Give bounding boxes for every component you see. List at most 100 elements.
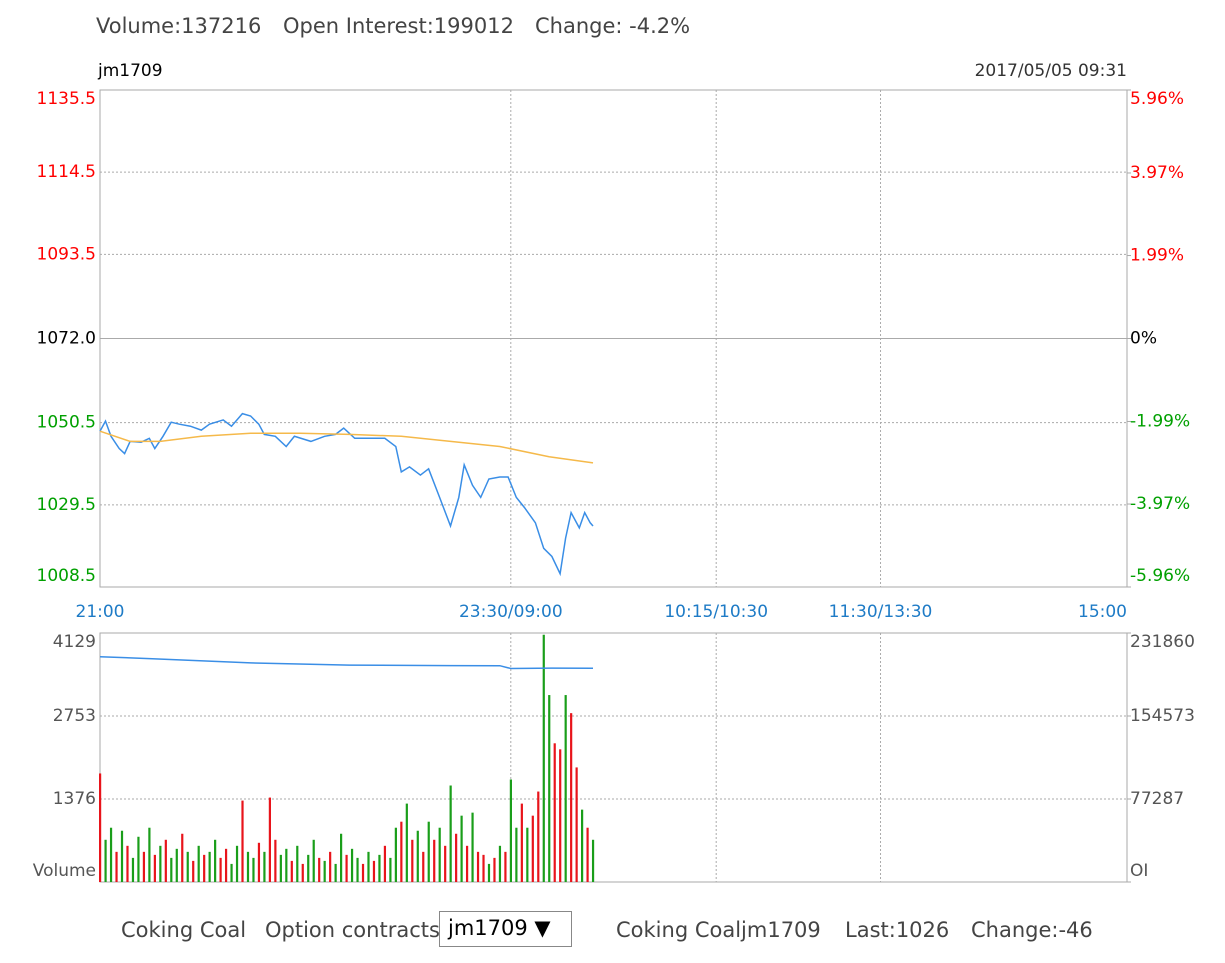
price-change: Change:-46 [971,918,1093,942]
volume-bar [444,845,447,882]
volume-bar [285,848,288,882]
volume-bar [219,857,222,882]
line [99,655,594,670]
x-tick-label: 21:00 [76,602,125,622]
volume-bar [383,845,387,882]
volume-bar [318,857,321,882]
volume-bar [279,854,282,882]
y2-tick-label: 5.96% [1130,89,1184,109]
volume-bar [126,845,129,882]
volume-bar [274,839,277,882]
volume-bar [586,827,589,882]
volume-bar [493,857,496,882]
y2-tick-label: 77287 [1130,789,1184,809]
volume-bar [405,803,408,882]
volume-bar [175,848,178,882]
line [99,412,594,577]
volume-bar [378,854,381,882]
volume-bar [104,839,107,882]
volume-bar [323,860,326,882]
volume-bar [197,845,200,882]
y-tick-label: 1029.5 [37,495,96,515]
volume-bar [235,845,239,882]
volume-bar [416,830,419,882]
x-tick-label: 10:15/10:30 [664,602,768,622]
volume-bar [115,851,118,882]
line [99,430,594,464]
volume-bar [498,845,502,882]
volume-bar [367,851,370,882]
last-price: Last:1026 [845,918,950,942]
y2-tick-label: -3.97% [1130,494,1190,514]
y-tick-label: 1093.5 [37,244,96,264]
y2-tick-label: 154573 [1130,706,1195,726]
volume-bar [148,827,151,882]
y-tick-label: 1114.5 [37,162,96,182]
volume-bar [553,743,556,882]
volume-bar [329,851,332,882]
volume-bar [476,851,480,882]
y-tick-label: 1072.0 [37,329,96,349]
volume-bar [422,851,425,882]
volume-bar [400,821,403,882]
volume-bar [460,815,463,882]
volume-bar [542,634,545,882]
volume-bar [186,851,189,882]
volume-bar [455,833,458,882]
y2-tick-label: OI [1130,861,1148,881]
volume-bar [268,797,271,882]
volume-bar [246,851,250,882]
volume-bar [509,779,512,882]
y-tick-label: Volume [33,861,96,881]
volume-bar [350,848,354,882]
y2-tick-label: 1.99% [1130,246,1184,266]
contract-select[interactable]: jm1709 ▼ [439,911,572,947]
volume-bar [137,836,140,882]
volume-bar [241,800,244,882]
y2-tick-label: 0% [1130,329,1157,349]
volume-bar [504,851,507,882]
volume-bar [109,827,113,882]
volume-bar [142,851,146,882]
volume-bar [570,713,573,882]
volume-bar [192,860,195,882]
volume-bar [181,833,184,882]
volume-bar [581,809,584,882]
volume-bar [345,854,348,882]
volume-bar [531,815,534,882]
x-tick-label: 11:30/13:30 [829,602,933,622]
volume-bar [153,854,156,882]
volume-bar [164,839,167,882]
volume-bar [224,848,228,882]
contract: Coking Coaljm1709 [616,918,821,942]
volume-bar [515,827,518,882]
volume-bar [263,851,266,882]
volume-bar [526,827,529,882]
x-tick-label: 15:00 [1078,602,1127,622]
volume-bar [120,830,124,882]
volume-bar [548,695,551,882]
open-interest: Open Interest:199012 [283,14,514,38]
y-tick-label: 1008.5 [37,566,96,586]
volume-bar [99,773,102,882]
volume-bar [296,845,299,882]
volume-bar [131,857,135,882]
volume-bar [520,803,523,882]
volume-bar [301,863,304,882]
volume-bar [537,791,540,882]
chart-timestamp: 2017/05/05 09:31 [975,61,1127,81]
y2-tick-label: -5.96% [1130,566,1190,586]
chart: jm1709 2017/05/05 09:31 1135.5 1114.5 1093… [33,61,1195,883]
volume-bar [208,851,211,882]
volume-bar [465,845,469,882]
y2-tick-label: -1.99% [1130,411,1190,431]
volume-bar [356,857,359,882]
volume-bar [438,827,441,882]
y2-tick-label: 3.97% [1130,163,1184,183]
volume-bar [575,767,578,882]
volume-bar [257,842,261,882]
volume-bar [312,839,315,882]
volume-bar [252,857,255,882]
volume-bar [433,839,436,882]
